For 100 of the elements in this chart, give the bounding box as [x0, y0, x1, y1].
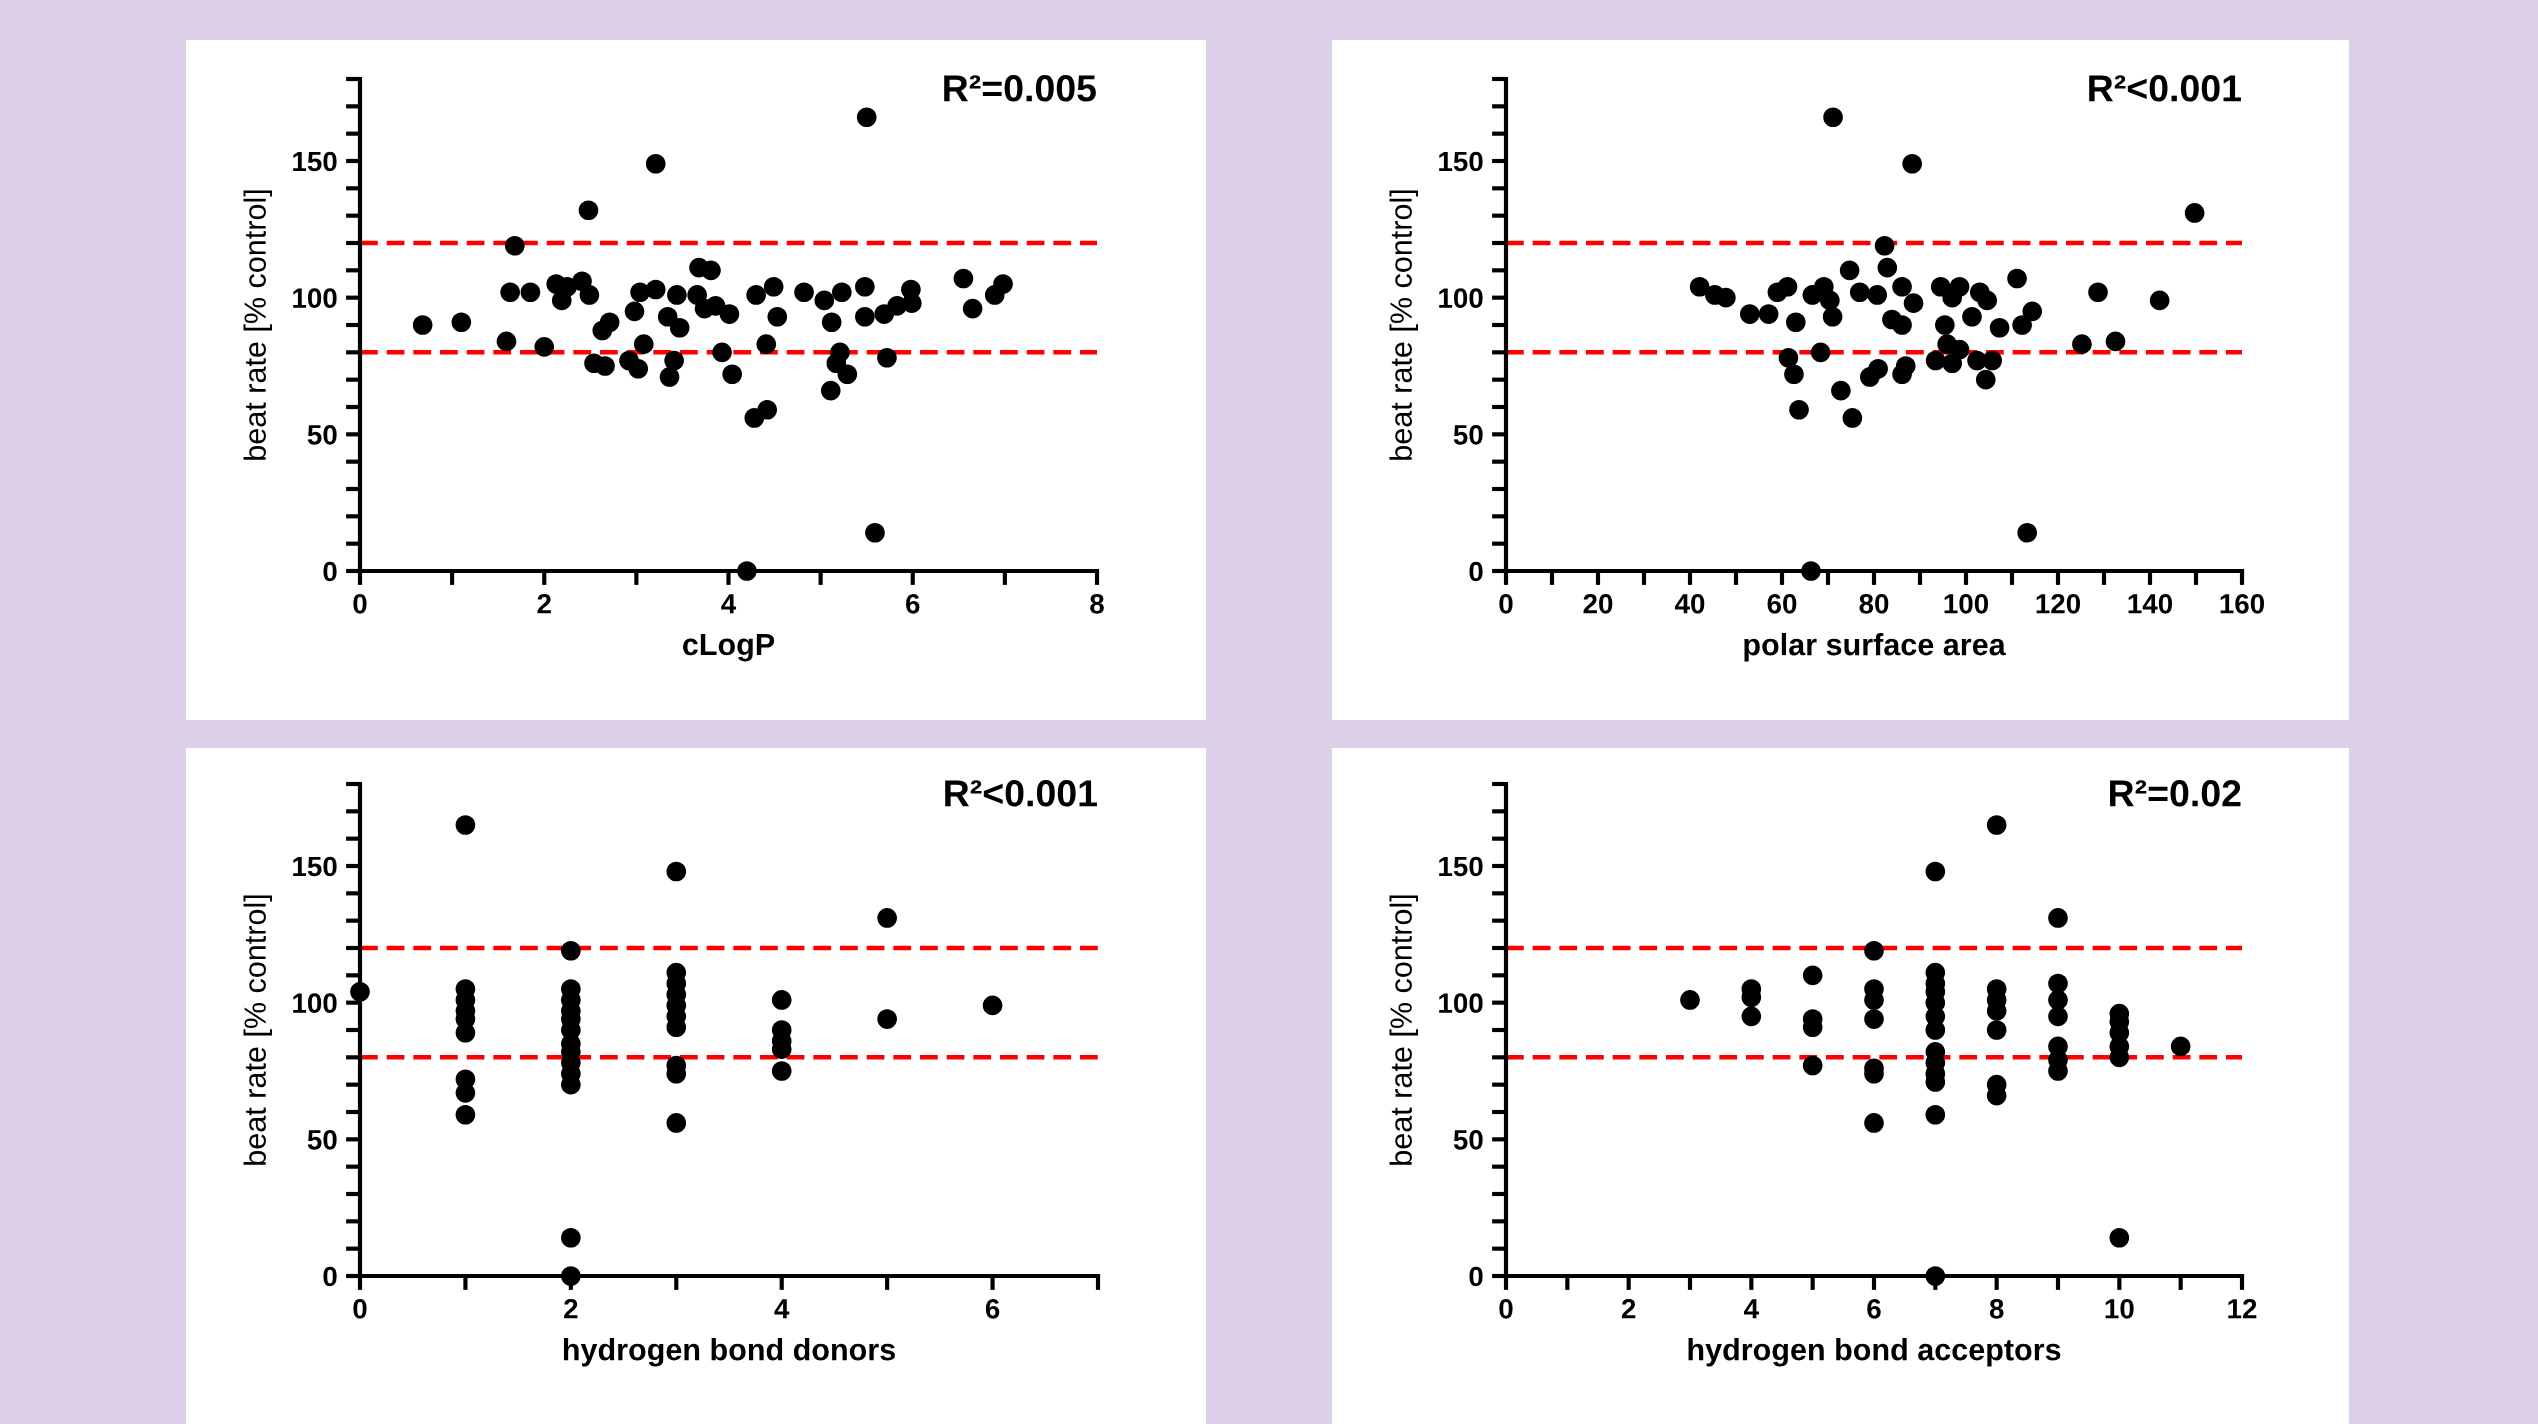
x-axis-title: hydrogen bond acceptors — [1688, 1338, 2061, 1367]
point — [455, 1104, 476, 1125]
point — [2012, 315, 2032, 335]
point — [1942, 287, 1963, 308]
point — [455, 1022, 476, 1043]
point — [2149, 290, 2170, 311]
point — [1962, 306, 1982, 327]
point — [1778, 347, 1799, 368]
x-axis-title: polar surface area — [1744, 633, 2006, 662]
x-tick-label: 60 — [1767, 593, 1797, 614]
point — [1925, 1020, 1946, 1040]
point — [561, 1266, 581, 1286]
point — [561, 1227, 581, 1248]
point — [1823, 107, 1843, 128]
x-tick-label: 40 — [1674, 593, 1705, 614]
y-tick-label: 150 — [1439, 151, 1483, 172]
point — [1986, 1020, 2007, 1040]
point — [1867, 285, 1888, 305]
point — [1864, 1113, 1884, 1133]
point — [771, 990, 792, 1010]
point — [2072, 334, 2092, 354]
x-tick-label: 100 — [1944, 593, 1989, 614]
y-tick-label: 100 — [1439, 993, 1483, 1014]
y-axis-title: beat rate [% control] — [243, 190, 272, 460]
x-tick-label: 6 — [1867, 1298, 1881, 1319]
point — [2048, 990, 2068, 1010]
point — [1949, 339, 1970, 360]
point — [2088, 282, 2108, 303]
point — [1739, 304, 1760, 324]
point — [2109, 1227, 2130, 1248]
point — [1801, 561, 1821, 581]
point — [455, 1083, 476, 1103]
point — [1831, 380, 1851, 401]
point — [2184, 203, 2205, 223]
y-tick-label: 150 — [293, 151, 337, 172]
y-tick-label: 50 — [1453, 425, 1483, 445]
point — [1982, 350, 2003, 371]
point — [561, 940, 581, 961]
point — [1903, 293, 1924, 313]
x-tick-label: 6 — [906, 593, 920, 614]
x-tick-label: 12 — [2228, 1298, 2257, 1319]
point — [1810, 342, 1831, 363]
annotation: R²=0.005 — [944, 75, 1096, 102]
y-tick-label: 150 — [293, 856, 337, 877]
point — [2048, 908, 2068, 928]
x-axis-title: hydrogen bond donors — [563, 1338, 895, 1367]
point — [1784, 364, 1804, 385]
point — [666, 861, 687, 882]
point — [1789, 399, 1809, 420]
point — [2048, 973, 2068, 994]
point — [666, 1113, 687, 1133]
point — [1716, 287, 1736, 308]
point — [1758, 304, 1779, 324]
point — [2007, 268, 2027, 289]
x-tick-label: 4 — [774, 1299, 790, 1319]
y-tick-label: 50 — [307, 1130, 337, 1150]
point — [1874, 235, 1895, 256]
point — [1680, 990, 1700, 1010]
point — [350, 981, 370, 1002]
point — [1925, 1104, 1946, 1125]
y-tick-label: 150 — [1439, 856, 1483, 877]
x-tick-label: 2 — [564, 1298, 578, 1319]
point — [1849, 282, 1870, 303]
point — [1986, 815, 2007, 835]
x-tick-label: 120 — [2036, 593, 2081, 614]
annotation: R²=0.02 — [2110, 780, 2241, 807]
x-tick-label: 2 — [1621, 1298, 1636, 1319]
point — [2105, 331, 2126, 352]
point — [1822, 306, 1843, 327]
annotation: R²<0.001 — [2089, 75, 2241, 102]
y-axis-title: beat rate [% control] — [243, 895, 272, 1165]
point — [455, 815, 476, 835]
x-tick-label: 10 — [2105, 1298, 2134, 1319]
point — [1892, 276, 1912, 297]
point — [1785, 312, 1806, 333]
point — [2048, 1006, 2068, 1027]
y-axis-title: beat rate [% control] — [1389, 190, 1418, 460]
point — [1977, 290, 1997, 311]
point — [1902, 153, 1922, 174]
point — [1895, 356, 1916, 376]
y-tick-label: 0 — [323, 1266, 337, 1287]
x-tick-label: 6 — [985, 1298, 1000, 1319]
point — [1842, 408, 1863, 428]
point — [1839, 260, 1860, 281]
x-axis-title: cLogP — [683, 633, 775, 662]
point — [1989, 317, 2010, 338]
annotation: R²<0.001 — [945, 780, 1097, 807]
x-tick-label: 140 — [2128, 593, 2173, 614]
point — [771, 1061, 792, 1081]
y-tick-label: 50 — [307, 425, 337, 445]
point — [1864, 1009, 1884, 1029]
y-tick-label: 0 — [323, 561, 337, 582]
y-tick-label: 100 — [1439, 288, 1483, 309]
point — [1864, 940, 1884, 961]
x-tick-label: 20 — [1583, 593, 1613, 614]
point — [1802, 965, 1823, 986]
point — [1925, 1266, 1946, 1286]
point — [1975, 369, 1996, 390]
point — [2022, 301, 2043, 322]
point — [1820, 290, 1840, 311]
